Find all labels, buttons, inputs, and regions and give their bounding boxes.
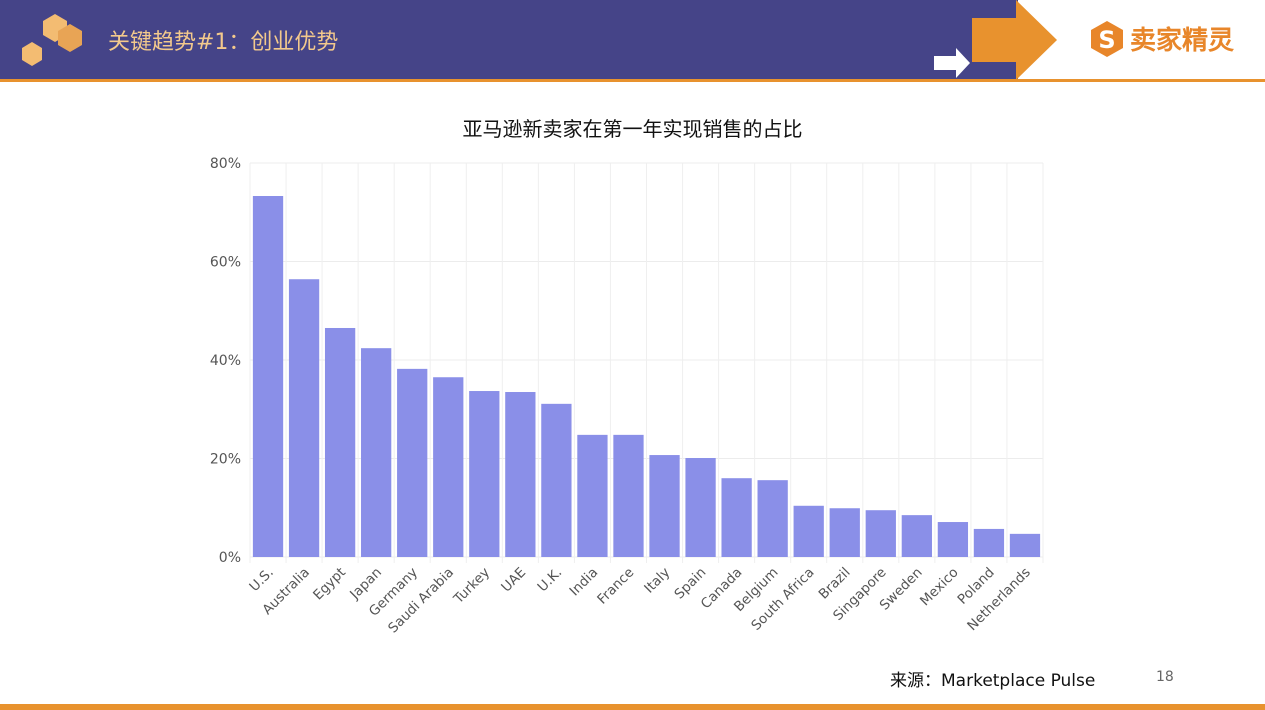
bar-turkey: [469, 391, 500, 557]
slide-title: 关键趋势#1：创业优势: [108, 30, 339, 55]
bar-chart: 0%20%40%60%80%U.S.AustraliaEgyptJapanGer…: [210, 156, 1044, 636]
bar-singapore: [865, 510, 896, 557]
x-tick-label: Egypt: [310, 565, 349, 604]
x-tick-label: Mexico: [917, 565, 962, 610]
bar-germany: [397, 368, 428, 557]
bar-australia: [288, 279, 320, 557]
bar-brazil: [829, 508, 860, 557]
x-tick-label: Turkey: [450, 565, 493, 608]
bar-u-s-: [252, 195, 284, 557]
bar-belgium: [757, 480, 788, 557]
y-tick-label: 80%: [210, 156, 241, 172]
header-arrow-overlay: [1016, 0, 1057, 80]
bar-italy: [649, 455, 680, 557]
svg-text:S: S: [1098, 26, 1115, 54]
y-tick-label: 40%: [210, 353, 241, 369]
white-arrow-icon: [934, 48, 970, 78]
bar-poland: [973, 528, 1005, 557]
footer-divider: [0, 704, 1265, 710]
bar-egypt: [324, 327, 356, 557]
bar-spain: [685, 458, 716, 557]
x-tick-label: Italy: [641, 565, 673, 597]
bar-u-k-: [541, 403, 572, 557]
page-number: 18: [1156, 669, 1174, 685]
bar-sweden: [901, 515, 932, 557]
x-tick-label: U.S.: [246, 565, 276, 595]
brand-s-icon: S: [1091, 20, 1123, 57]
bar-saudi-arabia: [433, 377, 464, 557]
x-tick-label: U.K.: [535, 565, 566, 596]
source-note: 来源：Marketplace Pulse: [890, 671, 1096, 691]
bar-mexico: [937, 522, 969, 557]
bar-france: [613, 434, 644, 557]
bar-india: [577, 434, 608, 557]
bar-uae: [505, 392, 536, 557]
chart-title: 亚马逊新卖家在第一年实现销售的占比: [462, 117, 803, 141]
x-tick-label: UAE: [498, 565, 529, 596]
y-tick-label: 20%: [210, 452, 241, 468]
header-divider: [0, 79, 1265, 82]
y-tick-label: 60%: [210, 255, 241, 271]
x-tick-label: France: [594, 565, 637, 608]
bar-south-africa: [793, 505, 824, 557]
brand-name: 卖家精灵: [1130, 26, 1235, 56]
logo-area: [1018, 0, 1265, 80]
hexagon-logo-icon: [22, 14, 82, 66]
y-tick-label: 0%: [219, 550, 241, 566]
bar-canada: [721, 478, 752, 557]
brand-logo: S 卖家精灵: [1090, 20, 1234, 57]
bar-japan: [361, 348, 392, 557]
bar-netherlands: [1009, 533, 1041, 557]
